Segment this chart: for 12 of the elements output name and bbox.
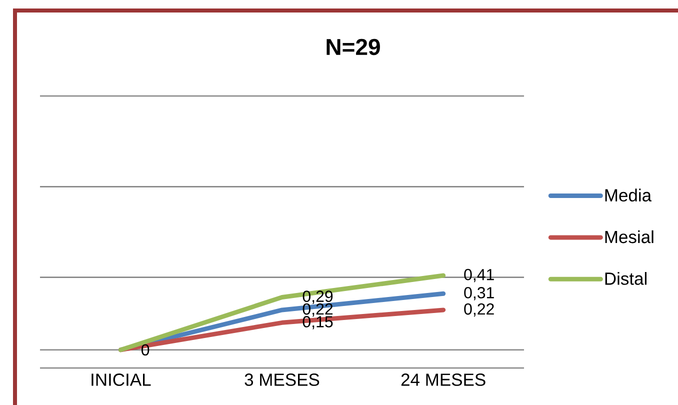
data-label: 0,41 [464, 268, 494, 282]
data-label: 0,22 [464, 303, 494, 317]
x-tick-label: INICIAL [92, 374, 151, 386]
data-label: 0 [141, 344, 150, 356]
x-tick-label: 24 MESES [401, 374, 486, 386]
data-label: 0,29 [302, 290, 333, 304]
data-label: 0,31 [464, 287, 494, 300]
legend-label: Media [605, 188, 652, 202]
chart-title: N=29 [326, 38, 380, 56]
x-tick-label: 3 MESES [244, 374, 320, 386]
legend-label: Distal [605, 272, 646, 285]
legend-label: Mesial [605, 230, 654, 244]
